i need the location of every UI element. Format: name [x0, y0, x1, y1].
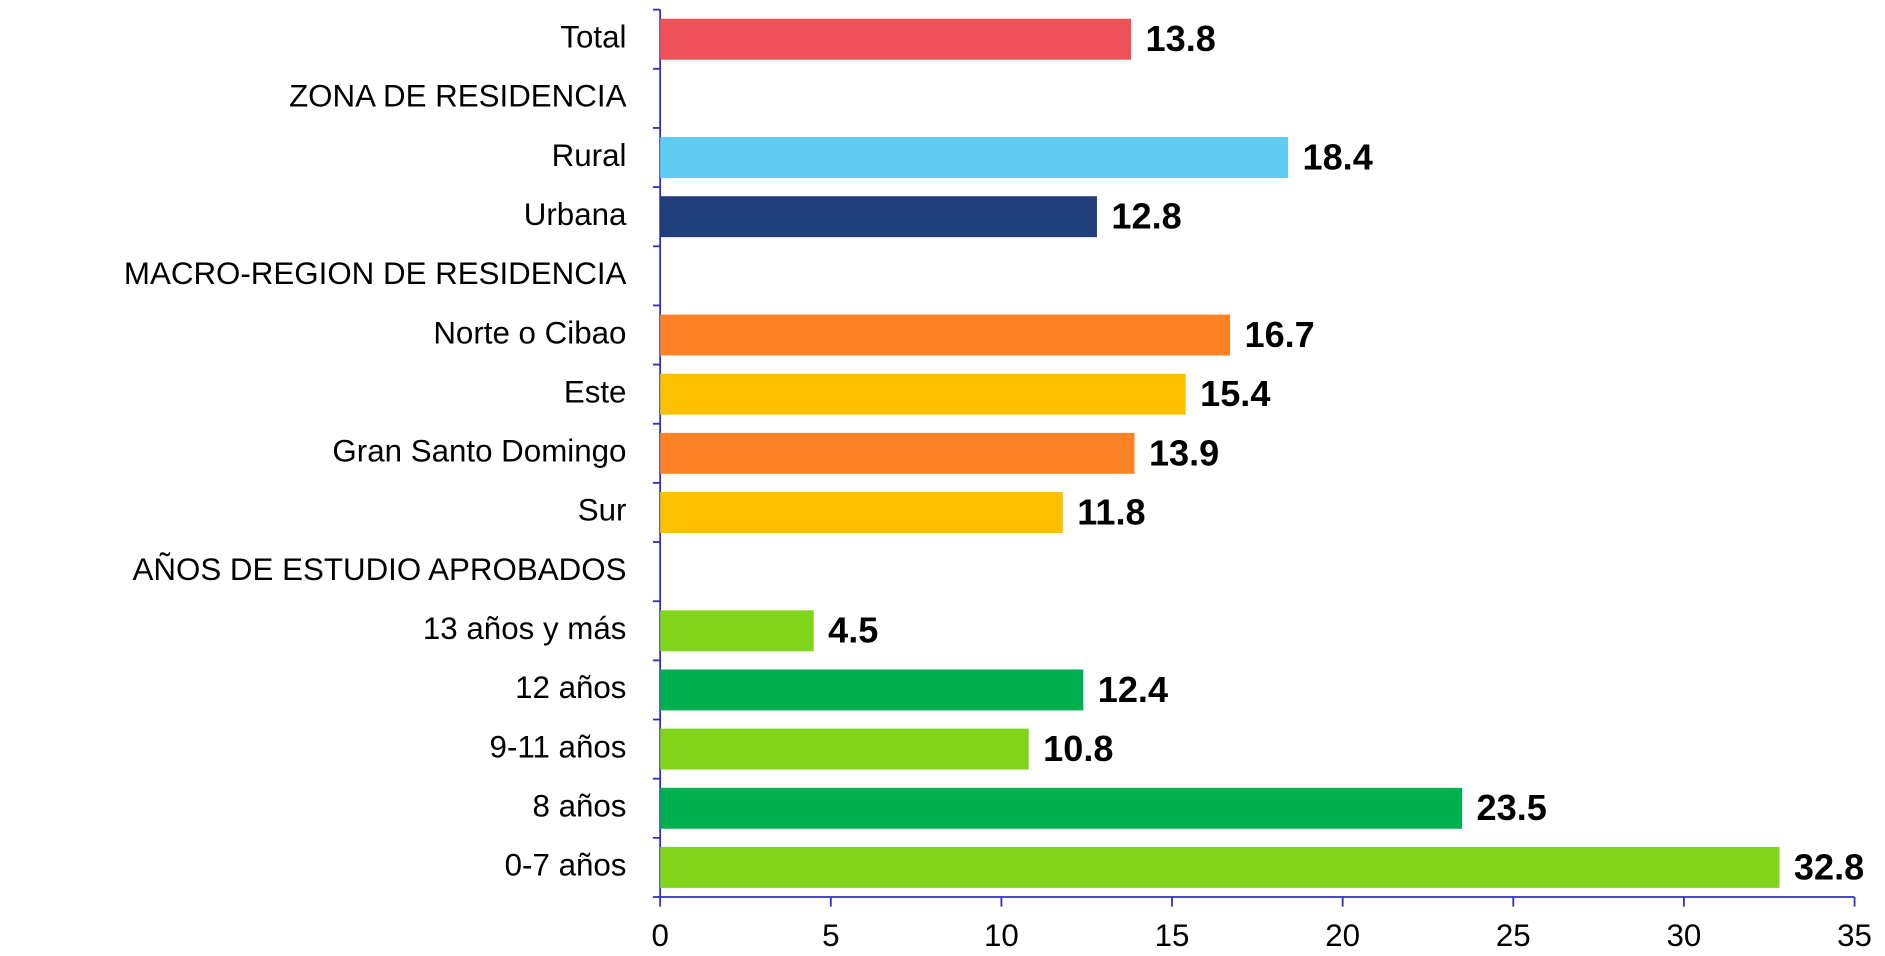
value-label: 11.8: [1077, 491, 1145, 532]
bar: [660, 669, 1084, 711]
bar: [660, 610, 814, 652]
x-tick-label: 25: [1496, 918, 1531, 953]
bar: [660, 492, 1063, 533]
bar: [660, 373, 1186, 415]
value-label: 15.4: [1200, 373, 1270, 414]
value-label: 23.5: [1477, 787, 1547, 828]
y-tick-label: Sur: [578, 493, 627, 528]
y-tick-label: 8 años: [532, 789, 626, 824]
bar: [660, 728, 1029, 770]
y-tick-label: Gran Santo Domingo: [332, 434, 626, 469]
value-label: 10.8: [1043, 728, 1113, 769]
value-label: 13.8: [1146, 18, 1216, 59]
y-tick-label: AÑOS DE ESTUDIO APROBADOS: [133, 552, 627, 587]
x-tick-label: 10: [984, 918, 1019, 953]
value-label: 13.9: [1149, 432, 1219, 473]
x-tick-label: 20: [1325, 918, 1360, 953]
y-tick-label: Rural: [552, 138, 627, 173]
y-tick-label: 9-11 años: [490, 729, 627, 764]
x-tick-label: 0: [651, 918, 668, 953]
bar: [660, 137, 1289, 178]
bar: [660, 18, 1132, 60]
y-tick-label: 0-7 años: [505, 848, 627, 883]
x-tick-label: 15: [1155, 918, 1190, 953]
bar: [660, 432, 1135, 474]
bar: [660, 314, 1231, 356]
value-label: 12.8: [1111, 196, 1181, 237]
bar: [660, 787, 1463, 829]
y-tick-label: 12 años: [515, 670, 626, 705]
y-tick-label: MACRO-REGION DE RESIDENCIA: [124, 256, 627, 291]
x-tick-label: 30: [1667, 918, 1702, 953]
y-tick-label: Urbana: [524, 197, 627, 232]
value-label: 4.5: [828, 610, 878, 651]
y-tick-label: ZONA DE RESIDENCIA: [289, 79, 626, 114]
bar: [660, 196, 1097, 238]
value-label: 12.4: [1098, 669, 1168, 710]
value-label: 16.7: [1245, 314, 1315, 355]
value-label: 32.8: [1794, 846, 1864, 887]
value-label: 18.4: [1303, 136, 1373, 177]
y-tick-label: Total: [560, 19, 626, 54]
x-tick-label: 35: [1837, 918, 1872, 953]
y-tick-label: Este: [564, 374, 627, 409]
y-tick-label: 13 años y más: [423, 611, 627, 646]
y-tick-label: Norte o Cibao: [433, 315, 626, 350]
x-tick-label: 5: [822, 918, 839, 953]
bar: [660, 846, 1780, 888]
